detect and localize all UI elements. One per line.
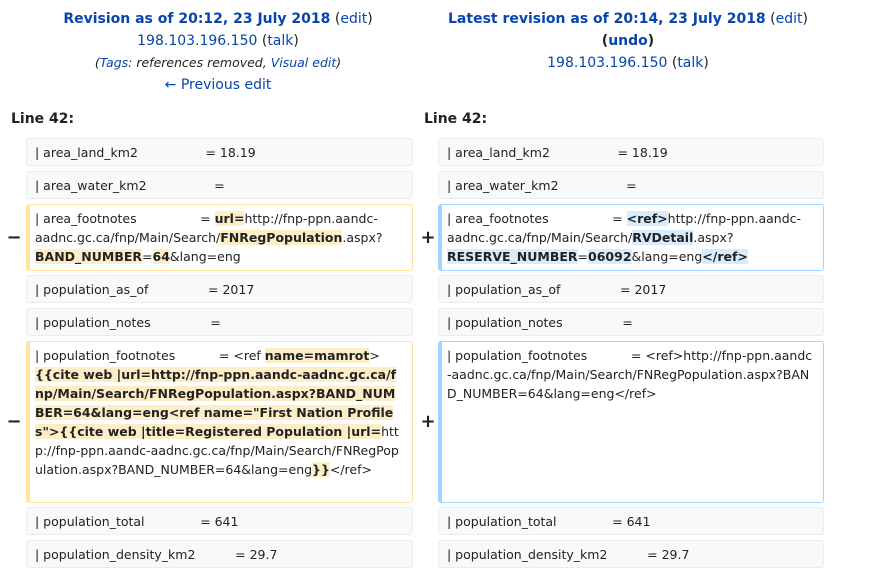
right-row-population-as-of: | population_as_of = 2017 <box>438 275 824 303</box>
right-row-area-water: | area_water_km2 = <box>438 171 824 199</box>
right-user-link[interactable]: 198.103.196.150 <box>547 55 668 71</box>
left-row-population-as-of: | population_as_of = 2017 <box>26 275 413 303</box>
left-talk-link[interactable]: talk <box>267 33 294 49</box>
left-edit-link[interactable]: edit <box>340 11 368 27</box>
left-row-area-footnotes-deleted: | area_footnotes = url=http://fnp-ppn.aa… <box>26 204 413 271</box>
right-edit-link[interactable]: edit <box>775 11 803 27</box>
minus-marker: − <box>6 227 22 248</box>
left-row-area-water: | area_water_km2 = <box>26 171 413 199</box>
plus-marker: + <box>420 411 436 432</box>
right-revision-header: Latest revision as of 20:14, 23 July 201… <box>448 11 808 71</box>
plus-marker: + <box>420 227 436 248</box>
paren: ( <box>334 11 341 27</box>
previous-edit-link[interactable]: ← Previous edit <box>164 77 272 93</box>
visual-edit-link[interactable]: Visual edit <box>270 55 337 70</box>
left-user-link[interactable]: 198.103.196.150 <box>137 33 258 49</box>
right-row-population-footnotes-added: | population_footnotes = <ref>http://fnp… <box>438 341 824 503</box>
right-row-population-notes: | population_notes = <box>438 308 824 336</box>
right-row-population-density: | population_density_km2 = 29.7 <box>438 540 824 568</box>
left-row-area-land: | area_land_km2 = 18.19 <box>26 138 413 166</box>
minus-marker: − <box>6 411 22 432</box>
left-row-population-total: | population_total = 641 <box>26 507 413 535</box>
right-revision-title-link[interactable]: Latest revision as of 20:14, 23 July 201… <box>448 11 766 27</box>
left-tags-line: (Tags: references removed, Visual edit) <box>94 55 342 70</box>
undo-link[interactable]: undo <box>608 33 648 49</box>
right-row-area-footnotes-added: | area_footnotes = <ref>http://fnp-ppn.a… <box>438 204 824 271</box>
right-row-population-total: | population_total = 641 <box>438 507 824 535</box>
left-line-number: Line 42: <box>11 111 75 127</box>
left-row-population-notes: | population_notes = <box>26 308 413 336</box>
tags-link[interactable]: Tags <box>99 55 129 70</box>
right-row-area-land: | area_land_km2 = 18.19 <box>438 138 824 166</box>
left-row-population-density: | population_density_km2 = 29.7 <box>26 540 413 568</box>
right-line-number: Line 42: <box>424 111 488 127</box>
right-talk-link[interactable]: talk <box>677 55 704 71</box>
left-row-population-footnotes-deleted: | population_footnotes = <ref name=mamro… <box>26 341 413 503</box>
left-revision-title-link[interactable]: Revision as of 20:12, 23 July 2018 <box>63 11 331 27</box>
left-revision-header: Revision as of 20:12, 23 July 2018 (edit… <box>20 8 416 96</box>
